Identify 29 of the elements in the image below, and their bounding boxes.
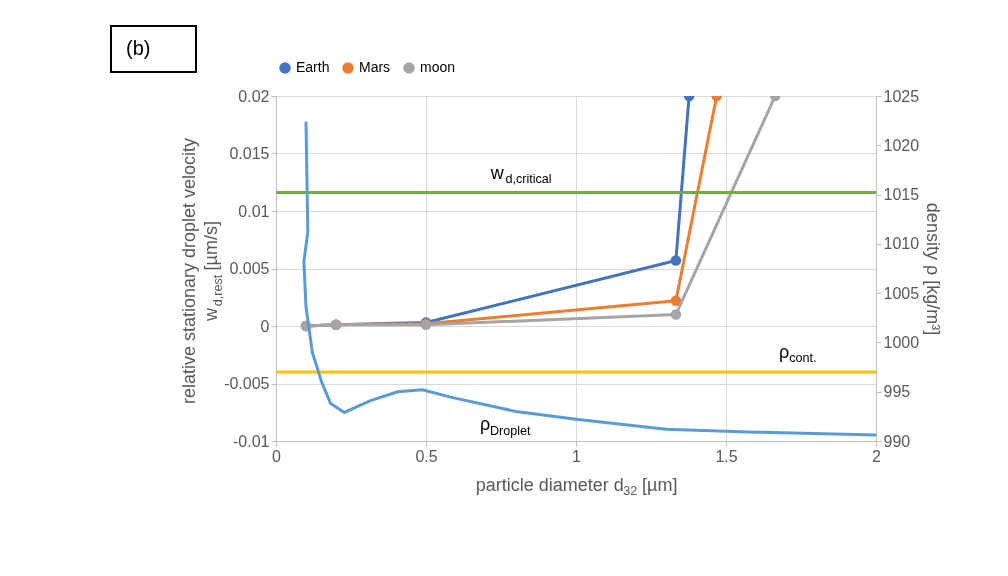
- x-tick-label: 0: [272, 447, 282, 465]
- y-tick-label: 0.005: [229, 260, 270, 277]
- legend-label: Mars: [359, 59, 391, 75]
- y-tick-label: 0.01: [238, 202, 270, 220]
- y-tick-label: -0.01: [233, 432, 270, 450]
- y2-tick-label: 1025: [883, 87, 920, 105]
- y2-tick-label: 1020: [883, 136, 920, 154]
- y-tick-label: 0.015: [229, 145, 270, 162]
- x-tick-label: 1: [572, 447, 582, 465]
- y-tick-label: 0: [260, 317, 270, 335]
- point: [670, 255, 682, 266]
- text: (b): [126, 37, 151, 59]
- y2-tick-label: 1000: [883, 333, 920, 351]
- legend-label: Earth: [296, 59, 330, 75]
- y2-tick-label: 1015: [883, 186, 920, 204]
- y2-axis-title: density ρ [kg/m³]: [923, 202, 944, 336]
- y2-tick-label: 1010: [883, 235, 920, 253]
- y-tick-label: -0.005: [224, 375, 270, 392]
- point: [670, 295, 682, 306]
- y2-tick-label: 995: [883, 383, 911, 401]
- x-tick-label: 1.5: [715, 447, 738, 465]
- line-series: [302, 120, 876, 437]
- y-tick-label: 0.02: [238, 87, 270, 105]
- y2-tick-label: 990: [883, 432, 911, 450]
- point: [670, 309, 682, 320]
- y2-tick-label: 1005: [883, 284, 920, 302]
- x-tick-label: 0.5: [415, 447, 438, 465]
- legend-label: moon: [420, 59, 456, 75]
- x-tick-label: 2: [872, 447, 882, 465]
